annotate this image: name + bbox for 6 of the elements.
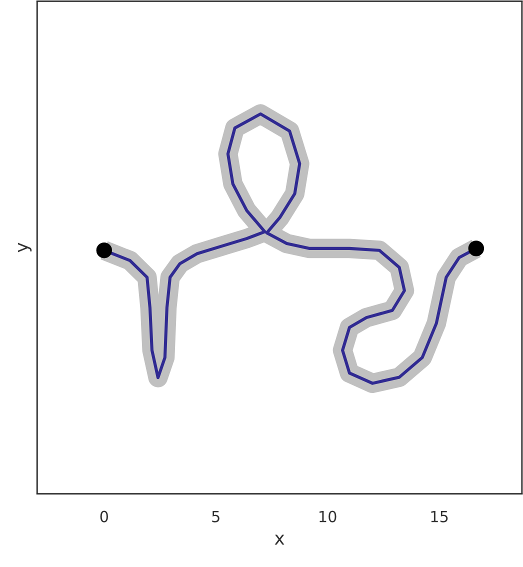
x-tick-label: 5 [212,510,220,522]
y-axis-title: y [18,242,32,252]
x-tick-label: 15 [431,510,448,522]
x-tick-label: 0 [100,510,108,522]
x-tick-label: 10 [320,510,336,522]
x-axis-title: x [274,534,284,545]
